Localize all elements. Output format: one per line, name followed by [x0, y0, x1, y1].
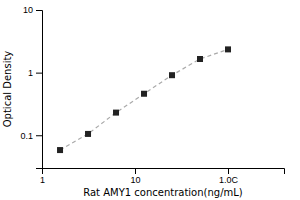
tick-label: 0.1: [20, 131, 33, 141]
tick: 0.1: [20, 131, 42, 141]
line: [60, 49, 228, 150]
tick-label: 10: [23, 5, 33, 15]
axis-line: [36, 11, 43, 169]
tick-mark: [36, 135, 42, 136]
point: [85, 131, 91, 137]
point: [197, 56, 203, 62]
point: [113, 110, 119, 116]
x-axis-title: Rat AMY1 concentration(ng/mL): [83, 187, 243, 198]
point: [225, 46, 231, 52]
tick-mark: [36, 10, 42, 11]
tick-label: 1.0C: [219, 175, 239, 185]
y-axis-title: Optical Density: [2, 51, 13, 128]
point: [169, 72, 175, 78]
tick-mark: [36, 73, 42, 74]
tick: 1.0C: [219, 168, 239, 185]
tick: 10: [23, 5, 42, 15]
tick-label: 1: [28, 68, 33, 78]
tick: 1: [28, 68, 42, 78]
chart: 1 10 1.0C 0.1 1 10 Rat AMY1 concentration(ng/m…: [0, 0, 300, 200]
point: [57, 147, 63, 153]
axis-line: [43, 169, 285, 175]
x-axis: 1 10 1.0C: [40, 168, 285, 185]
point: [141, 91, 147, 97]
data-marks: [57, 46, 231, 153]
tick: 1: [40, 168, 45, 185]
tick-label: 10: [130, 175, 140, 185]
tick: 10: [130, 168, 140, 185]
tick-mark: [135, 168, 136, 174]
y-axis: 0.1 1 10: [20, 5, 42, 168]
tick-mark: [228, 168, 229, 174]
tick-label: 1: [40, 175, 45, 185]
plot-area: 1 10 1.0C 0.1 1 10: [20, 5, 284, 185]
